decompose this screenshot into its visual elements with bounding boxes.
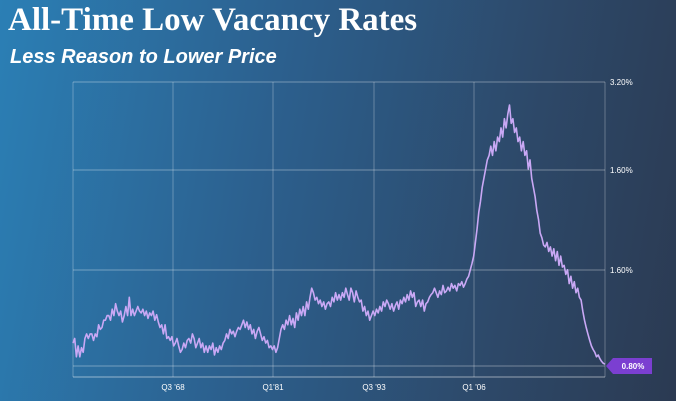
- current-value-callout: [606, 358, 652, 374]
- current-value-label: 0.80%: [622, 362, 645, 371]
- y-tick-label: 3.20%: [610, 78, 633, 87]
- x-tick-label: Q3 '93: [362, 383, 386, 392]
- x-tick-label: Q1'81: [262, 383, 284, 392]
- x-tick-label: Q1 '06: [462, 383, 486, 392]
- chart-title: All-Time Low Vacancy Rates: [8, 2, 418, 38]
- y-tick-label: 1.60%: [610, 266, 633, 275]
- x-tick-label: Q3 '68: [161, 383, 185, 392]
- chart-subtitle: Less Reason to Lower Price: [10, 46, 277, 68]
- y-tick-label: 1.60%: [610, 166, 633, 175]
- series-line: [72, 104, 606, 365]
